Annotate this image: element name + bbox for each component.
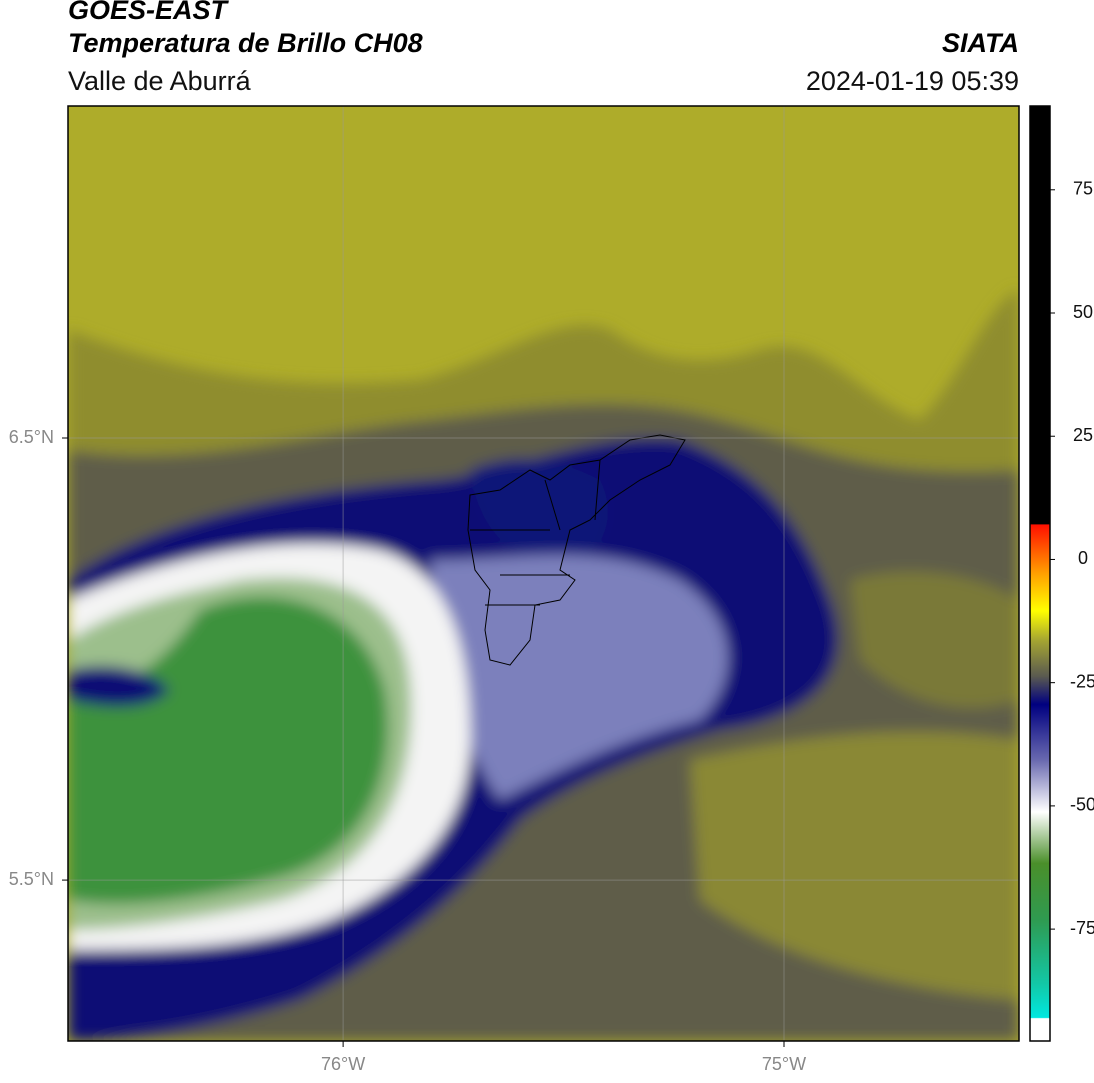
subtitle: Temperatura de Brillo CH08 bbox=[68, 28, 423, 58]
colorbar-tick-label: 25 bbox=[1073, 425, 1093, 445]
colorbar-tick-label: -75 bbox=[1070, 918, 1094, 938]
satellite-image bbox=[68, 106, 1019, 1041]
colorbar-tick-label: 50 bbox=[1073, 302, 1093, 322]
municipal-boundaries bbox=[467, 434, 686, 666]
source: SIATA bbox=[942, 28, 1019, 58]
colorbar-tick-label: 0 bbox=[1078, 548, 1088, 568]
graticule bbox=[68, 106, 1019, 1041]
colorbar-tick-label: 75 bbox=[1073, 179, 1093, 199]
colorbar-tick-label: -25 bbox=[1070, 671, 1094, 691]
region: Valle de Aburrá bbox=[68, 66, 252, 96]
y-tick-label: 5.5°N bbox=[9, 869, 54, 889]
colorbar bbox=[1029, 105, 1051, 1042]
datetime: 2024-01-19 05:39 bbox=[806, 66, 1019, 96]
map-frame bbox=[67, 105, 1020, 1042]
y-tick-label: 6.5°N bbox=[9, 427, 54, 447]
colorbar-tick-label: -50 bbox=[1070, 795, 1094, 815]
x-tick-label: 76°W bbox=[321, 1054, 365, 1074]
title: GOES-EAST bbox=[68, 0, 230, 25]
x-tick-label: 75°W bbox=[762, 1054, 806, 1074]
